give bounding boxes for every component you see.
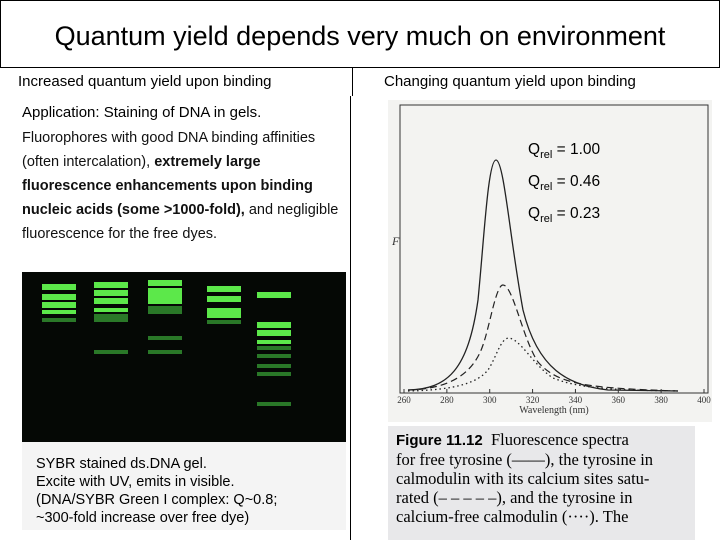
- body-outro: and negligible fluorescence for the free…: [22, 202, 339, 242]
- gel-caption-line: Excite with UV, emits in visible.: [36, 474, 235, 490]
- gel-band: [94, 314, 128, 318]
- gel-band: [94, 350, 128, 354]
- gel-band: [42, 294, 76, 300]
- caption-line: Figure 11.12 Fluorescence spectra: [396, 430, 695, 450]
- body-text: Fluorophores with good DNA binding affin…: [22, 126, 344, 246]
- gel-band: [257, 340, 291, 344]
- column-divider: [350, 96, 351, 540]
- slide-title: Quantum yield depends very much on envir…: [0, 0, 720, 68]
- body-intro: Fluorophores with good DNA binding affin…: [22, 130, 316, 170]
- q-value: = 0.46: [552, 173, 601, 190]
- x-axis-label: Wavelength (nm): [519, 405, 588, 416]
- q-label: Qrel = 0.23: [528, 205, 600, 225]
- x-tick-label: 260: [397, 395, 411, 405]
- q-subscript: rel: [540, 181, 553, 194]
- y-axis-label: F: [391, 234, 400, 248]
- gel-band: [257, 364, 291, 368]
- x-tick-label: 320: [526, 395, 540, 405]
- gel-band: [257, 330, 291, 336]
- gel-band: [257, 372, 291, 376]
- right-heading: Changing quantum yield upon binding: [384, 73, 636, 90]
- gel-band: [207, 286, 241, 292]
- x-tick-label: 400: [697, 395, 711, 405]
- gel-band: [148, 300, 182, 304]
- caption-line: for free tyrosine (——), the tyrosine in: [396, 450, 654, 469]
- q-label: Qrel = 1.00: [528, 141, 600, 161]
- gel-band: [207, 314, 241, 318]
- x-tick-label: 360: [612, 395, 626, 405]
- spectrum-figure: F Wavelength (nm) 260 280 300 320 340 360 380 4…: [388, 100, 712, 422]
- left-heading: Increased quantum yield upon binding: [18, 73, 272, 90]
- q-symbol: Q: [528, 141, 541, 158]
- subheading: Application: Staining of DNA in gels.: [22, 104, 262, 121]
- caption-line: calmodulin with its calcium sites satu-: [396, 469, 650, 488]
- gel-band: [94, 290, 128, 296]
- gel-image: [22, 272, 346, 530]
- q-symbol: Q: [528, 205, 541, 222]
- gel-band: [94, 282, 128, 288]
- x-tick-label: 300: [483, 395, 497, 405]
- figure-number: Figure 11.12: [396, 432, 483, 449]
- gel-band: [148, 280, 182, 286]
- q-subscript: rel: [540, 213, 553, 226]
- gel-band: [148, 310, 182, 314]
- q-subscript: rel: [540, 149, 553, 162]
- gel-band: [207, 320, 241, 324]
- x-tick-label: 280: [440, 395, 454, 405]
- gel-band: [42, 302, 76, 308]
- gel-band: [148, 288, 182, 294]
- gel-band: [257, 346, 291, 350]
- gel-band: [257, 354, 291, 358]
- gel-band: [257, 292, 291, 298]
- gel-band: [207, 296, 241, 302]
- gel-caption-line: (DNA/SYBR Green I complex: Q~0.8;: [36, 492, 278, 508]
- gel-band: [207, 308, 241, 314]
- left-header-box: [0, 68, 353, 96]
- gel-band: [148, 350, 182, 354]
- gel-band: [42, 284, 76, 290]
- figure-caption: Figure 11.12 Fluorescence spectra for fre…: [388, 426, 695, 540]
- gel-band: [42, 318, 76, 322]
- gel-band: [148, 306, 182, 310]
- body-emphasis: extremely large fluorescence enhancement…: [22, 154, 313, 218]
- gel-band: [94, 318, 128, 322]
- caption-text: Fluorescence spectra: [490, 430, 629, 449]
- gel-caption: SYBR stained ds.DNA gel. Excite with UV, …: [36, 455, 277, 527]
- q-value: = 0.23: [552, 205, 601, 222]
- x-tick-label: 380: [654, 395, 668, 405]
- gel-caption-line: ~300-fold increase over free dye): [36, 510, 250, 526]
- gel-band: [257, 402, 291, 406]
- q-label: Qrel = 0.46: [528, 173, 600, 193]
- gel-band: [148, 336, 182, 340]
- gel-caption-line: SYBR stained ds.DNA gel.: [36, 456, 207, 472]
- gel-band: [148, 294, 182, 300]
- caption-line: calcium-free calmodulin (····). The: [396, 507, 629, 526]
- caption-line: rated (– – – – –), and the tyrosine in: [396, 488, 633, 507]
- q-value: = 1.00: [552, 141, 601, 158]
- gel-band: [257, 322, 291, 328]
- x-tick-label: 340: [569, 395, 583, 405]
- gel-band: [94, 298, 128, 304]
- gel-band: [42, 310, 76, 314]
- q-symbol: Q: [528, 173, 541, 190]
- gel-band: [94, 308, 128, 312]
